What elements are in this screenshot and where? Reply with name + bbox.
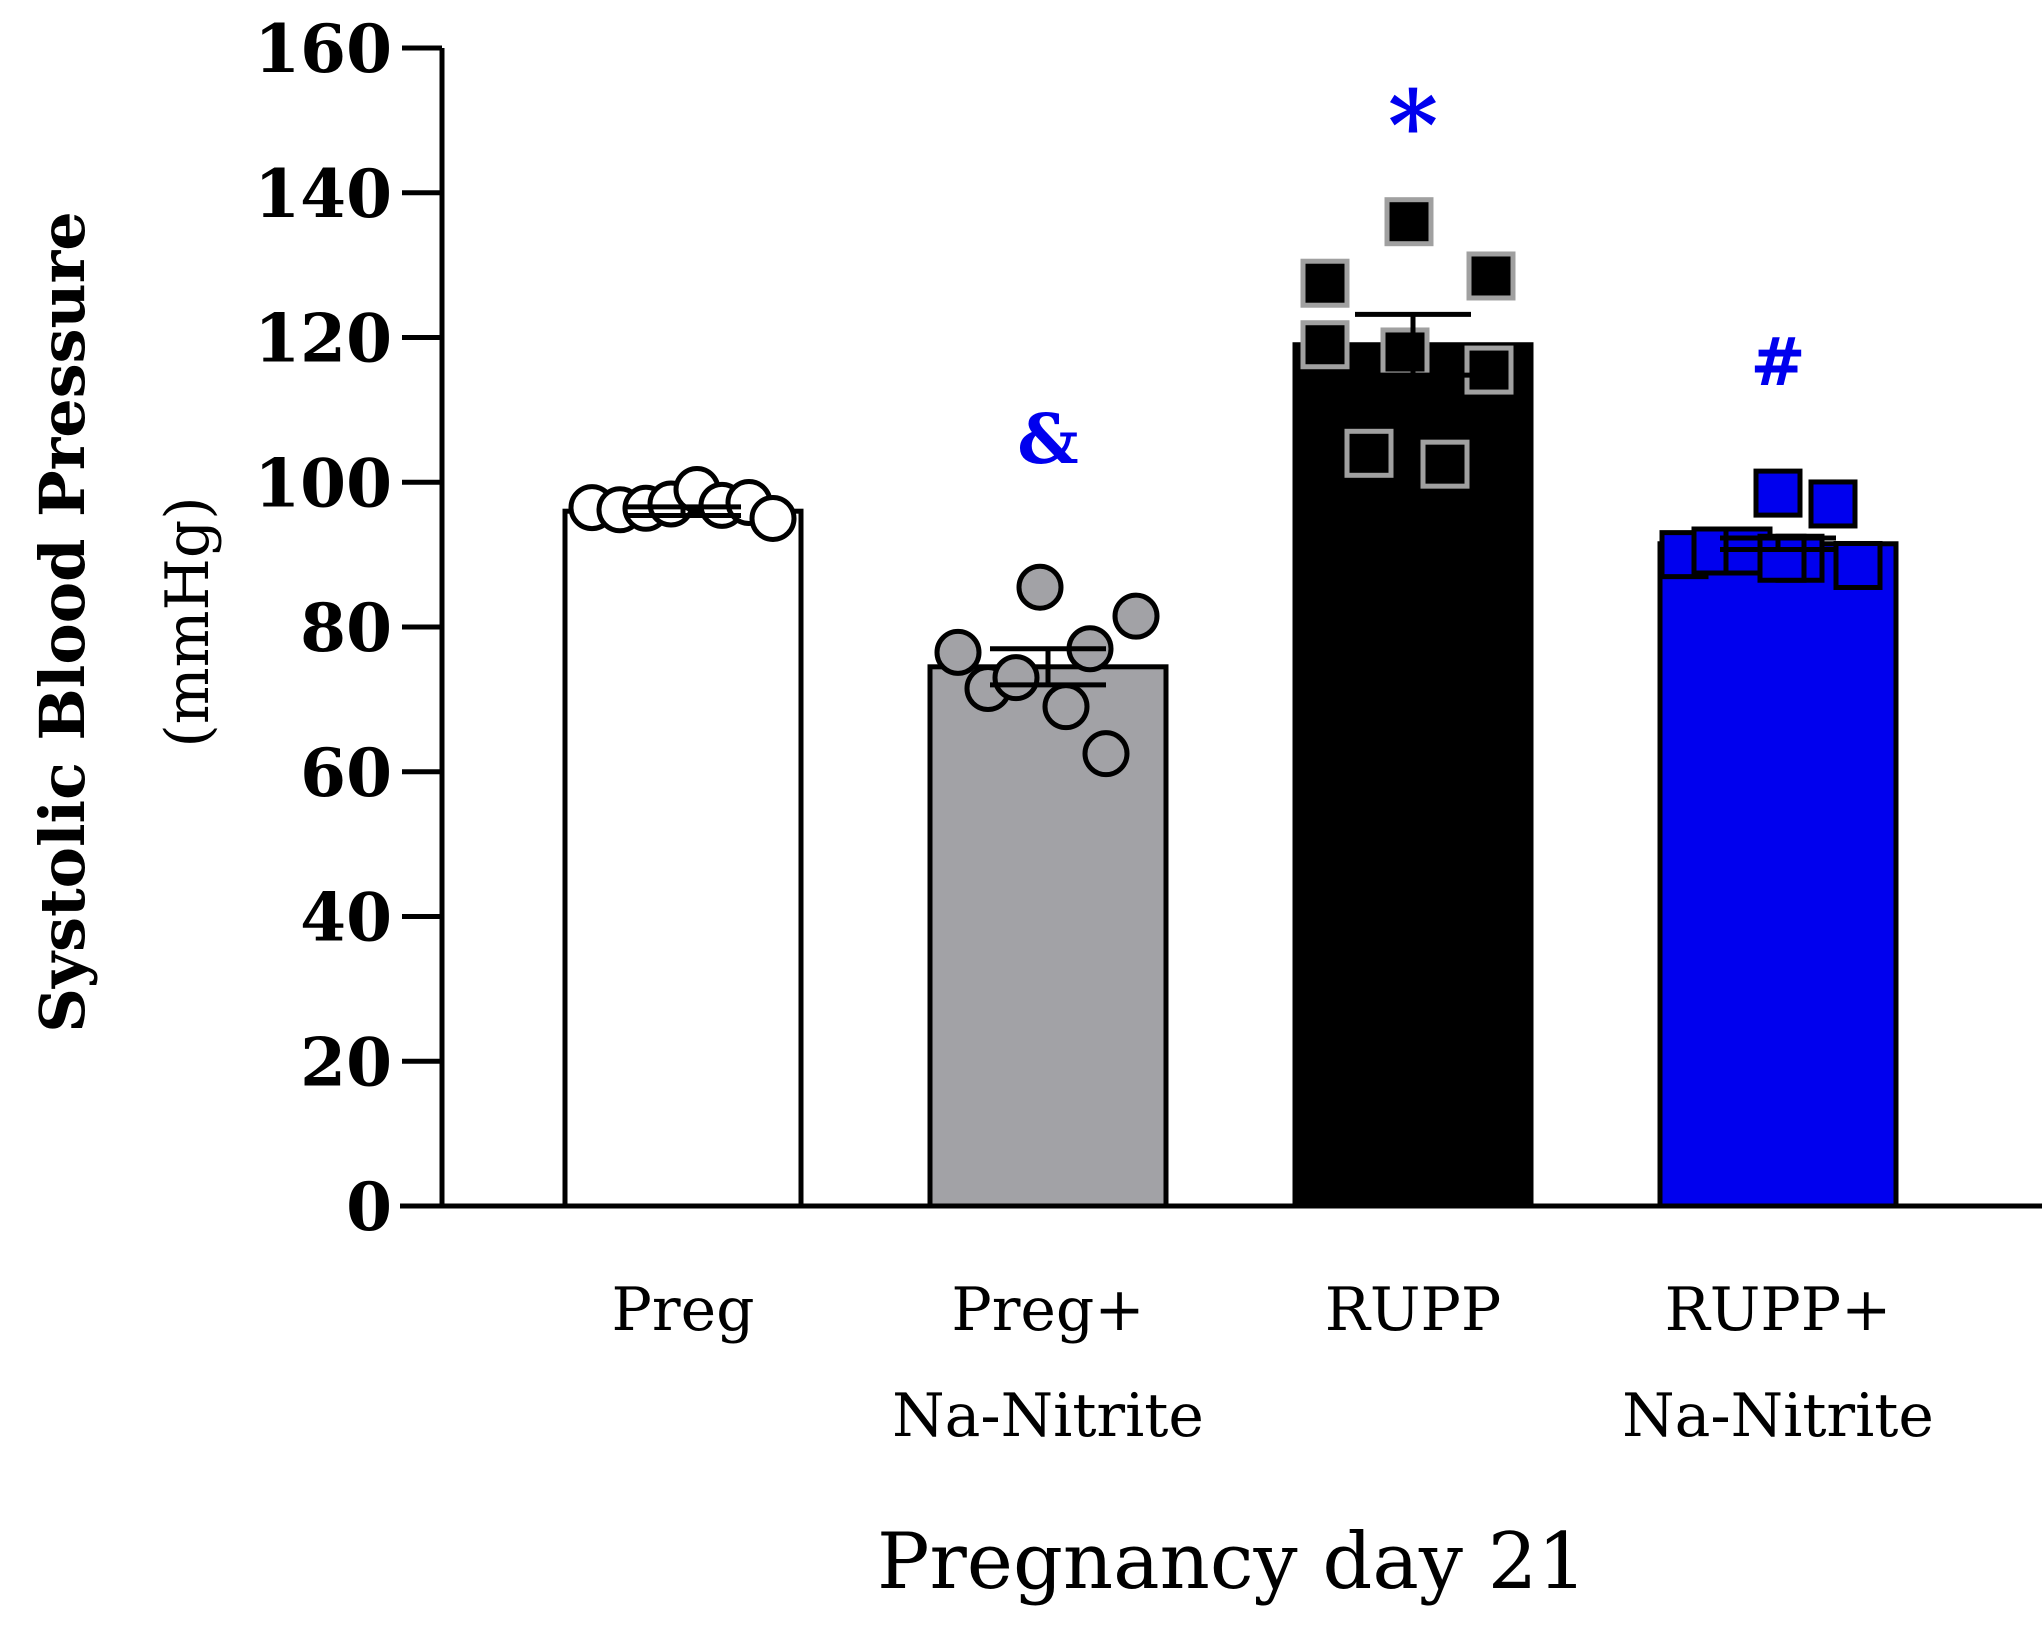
points-layer: [568, 197, 1883, 778]
bar-2: [927, 664, 1169, 1209]
y-axis-ticks: 0 20 40 60 80 100 120 140 160: [254, 10, 442, 1246]
data-point: [1300, 320, 1350, 370]
data-point: [1082, 730, 1130, 778]
data-point: [1464, 345, 1514, 395]
data-point: [1833, 540, 1883, 590]
bar-4: [1657, 541, 1899, 1209]
data-point: [992, 654, 1040, 702]
y-tick-label: 120: [254, 300, 392, 378]
data-point: [1466, 251, 1516, 301]
bar-3: [1292, 342, 1534, 1209]
data-point: [1753, 468, 1803, 518]
y-tick-label: 140: [254, 155, 392, 233]
data-point: [1757, 533, 1807, 583]
y-tick-label: 100: [254, 444, 392, 522]
category-label-line2: Na-Nitrite: [892, 1381, 1204, 1451]
data-point: [1300, 258, 1350, 308]
category-label-line2: Na-Nitrite: [1622, 1381, 1934, 1451]
category-label: RUPP+: [1665, 1275, 1892, 1345]
y-tick-label: 20: [300, 1023, 392, 1101]
data-point: [934, 628, 982, 676]
data-point: [1380, 327, 1430, 377]
significance-marker: &: [1017, 400, 1078, 480]
y-tick-label: 0: [346, 1168, 392, 1246]
data-point: [749, 494, 797, 542]
x-axis-title: Pregnancy day 21: [877, 1517, 1587, 1607]
data-point: [1808, 479, 1858, 529]
significance-marker: *: [1388, 70, 1438, 183]
data-point: [1420, 439, 1470, 489]
category-labels: Preg Preg+ Na-Nitrite RUPP RUPP+ Na-Nitrite: [612, 1275, 1934, 1451]
data-point: [1112, 592, 1160, 640]
y-tick-label: 160: [254, 10, 392, 88]
significance-marker: #: [1750, 323, 1805, 401]
bar-1: [562, 508, 804, 1209]
axes: [400, 48, 2042, 1209]
category-label: RUPP: [1325, 1275, 1501, 1345]
data-point: [1384, 197, 1434, 247]
data-point: [1016, 563, 1064, 611]
y-tick-label: 80: [300, 589, 392, 667]
y-tick-label: 60: [300, 734, 392, 812]
y-axis-title: Systolic Blood Pressure: [26, 211, 99, 1032]
bars-layer: [562, 342, 1899, 1209]
category-label: Preg+: [951, 1275, 1144, 1345]
y-tick-label: 40: [300, 879, 392, 957]
error-bars-layer: [625, 311, 1836, 688]
y-axis-unit: (mmHg): [153, 496, 223, 747]
data-point: [1344, 428, 1394, 478]
annotations-layer: & * #: [1017, 70, 1805, 480]
category-label: Preg: [612, 1275, 755, 1345]
data-point: [1042, 683, 1090, 731]
